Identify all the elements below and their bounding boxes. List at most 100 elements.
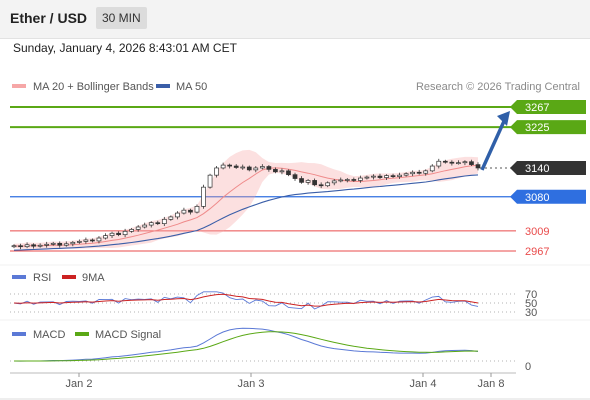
candle-body — [403, 173, 409, 176]
candle-body — [292, 174, 298, 179]
candle-body — [142, 224, 148, 228]
candle-body — [227, 164, 233, 167]
candle-body — [246, 166, 252, 171]
rsi-tick-label: 70 — [525, 289, 537, 301]
candle-body — [462, 161, 468, 164]
x-tick-label: Jan 3 — [238, 378, 265, 390]
level-tag — [510, 160, 586, 175]
candle-body — [44, 243, 50, 246]
candle-body — [109, 232, 115, 236]
macd-line — [13, 327, 479, 362]
candle-body — [305, 180, 311, 183]
datetime-label: Sunday, January 4, 2026 8:43:01 AM CET — [13, 41, 237, 55]
x-tick-label: Jan 8 — [478, 378, 505, 390]
ma50-legend-label: MA 50 — [176, 81, 207, 93]
ma20-line — [13, 164, 479, 247]
level-tag — [510, 100, 586, 114]
candle-body — [135, 226, 141, 230]
candle-body — [90, 239, 95, 242]
candle-body — [240, 166, 246, 169]
candle-body — [397, 174, 402, 177]
rsi-line — [13, 291, 479, 310]
candle-body — [194, 206, 200, 213]
macd-tick-label: 0 — [525, 361, 531, 373]
candle-body — [469, 161, 474, 165]
candle-body — [201, 186, 206, 207]
candle-body — [325, 182, 331, 187]
candle-body — [129, 229, 134, 232]
candle-body — [423, 170, 429, 174]
chart-header: Ether / USD 30 MIN — [0, 0, 590, 39]
candle-body — [188, 209, 193, 213]
forecast-arrow — [480, 118, 507, 171]
candle-body — [96, 237, 102, 242]
candle-body — [429, 165, 435, 172]
candle-body — [233, 165, 239, 168]
rsi-ma-line — [13, 293, 479, 307]
rsi-tick-label: 50 — [525, 298, 537, 310]
candle-body — [410, 171, 415, 175]
candle-body — [442, 160, 448, 163]
level-tag — [510, 120, 586, 135]
x-tick-label: Jan 2 — [66, 378, 93, 390]
level-label: 3009 — [525, 226, 549, 238]
candle-body — [358, 177, 363, 181]
bollinger-band — [14, 149, 478, 249]
candle-body — [475, 164, 481, 169]
level-label: 2967 — [525, 246, 549, 258]
candle-body — [57, 242, 63, 246]
candle-body — [377, 175, 383, 178]
rsi-legend-swatch — [12, 275, 26, 279]
rsi-ma-legend-swatch — [62, 275, 76, 279]
candle-body — [148, 222, 154, 226]
timeframe-button[interactable]: 30 MIN — [96, 7, 147, 29]
candle-body — [214, 167, 219, 176]
macd-legend-swatch — [12, 332, 26, 336]
candle-body — [371, 175, 376, 178]
instrument-title: Ether / USD — [10, 10, 88, 26]
rsi-legend-label: RSI — [33, 272, 51, 284]
macd-signal-line — [14, 331, 479, 362]
bollinger-legend-label: MA 20 + Bollinger Bands — [33, 81, 154, 93]
x-tick-label: Jan 4 — [410, 378, 437, 390]
candle-body — [37, 244, 43, 247]
candle-body — [338, 179, 344, 182]
candle-body — [299, 178, 304, 183]
ma50-line — [13, 174, 479, 251]
candle-body — [344, 179, 350, 181]
candle-body — [456, 162, 461, 165]
candle-body — [416, 171, 422, 174]
candle-body — [103, 235, 108, 239]
candle-body — [351, 179, 357, 181]
candle-body — [63, 243, 69, 246]
bollinger-legend-swatch — [12, 84, 26, 88]
level-label: 3225 — [525, 122, 549, 134]
candle-body — [253, 167, 259, 171]
candle-body — [77, 241, 82, 243]
candle-body — [279, 170, 285, 173]
candle-body — [436, 160, 442, 167]
candle-body — [31, 244, 36, 247]
candle-body — [181, 209, 187, 214]
level-label: 3267 — [525, 102, 549, 114]
candle-body — [384, 175, 389, 178]
candle-body — [449, 161, 455, 164]
level-tag — [510, 189, 586, 204]
candle-body — [312, 180, 317, 186]
candle-body — [18, 245, 23, 248]
candle-body — [116, 232, 121, 236]
candle-body — [318, 184, 324, 187]
candle-body — [50, 242, 56, 245]
macd-legend-label: MACD — [33, 329, 65, 341]
macd-signal-legend-swatch — [75, 332, 89, 336]
candle-body — [207, 174, 213, 188]
candle-body — [273, 169, 278, 173]
candle-body — [70, 242, 76, 245]
candle-body — [364, 176, 370, 179]
candle-body — [259, 166, 265, 169]
candle-body — [155, 222, 161, 225]
candle-body — [220, 164, 226, 169]
candle-body — [24, 244, 30, 248]
rsi-ma-legend-label: 9MA — [82, 272, 105, 284]
